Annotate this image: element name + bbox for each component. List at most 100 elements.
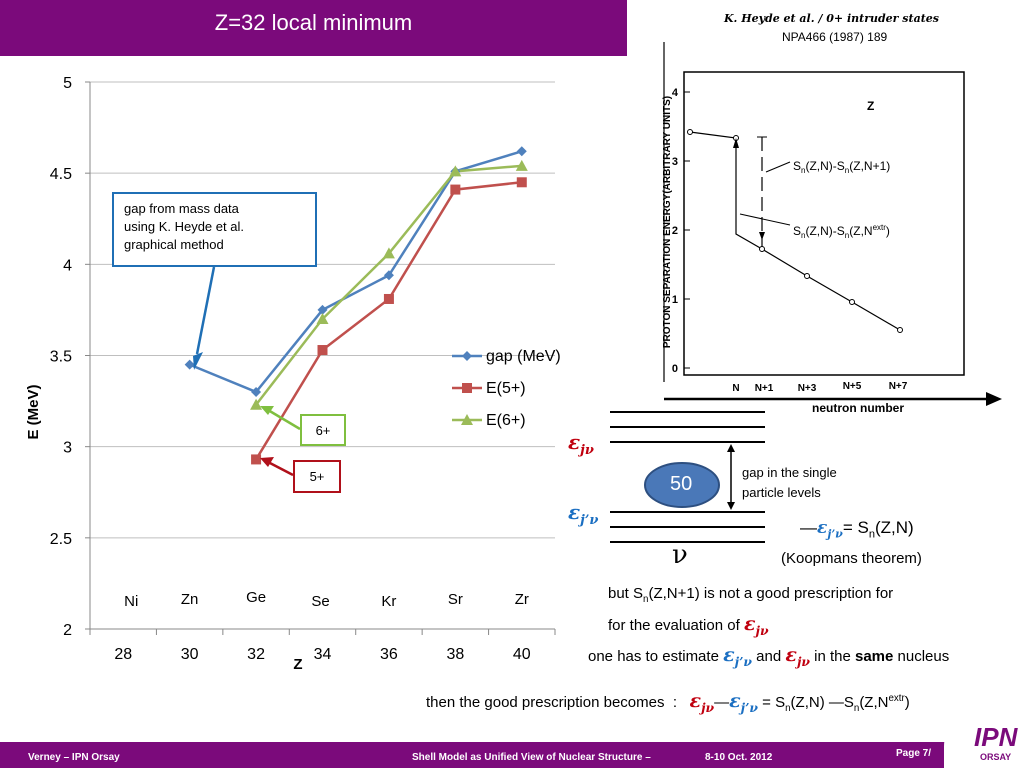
gap-text-line: gap in the single <box>742 465 837 480</box>
ref-ytick: 2 <box>672 225 678 237</box>
data-point <box>462 351 472 361</box>
x-tick-label: 36 <box>380 646 398 663</box>
series-line <box>189 150 523 394</box>
reference-journal: NPA466 (1987) 189 <box>782 30 888 44</box>
koopmans-text: (Koopmans theorem) <box>781 550 922 567</box>
reference-citation: K. Heyde et al. / 0+ intruder states <box>724 12 939 25</box>
footer-date: 8-10 Oct. 2012 <box>705 752 773 763</box>
data-point <box>317 304 328 315</box>
level-scheme <box>610 411 765 543</box>
data-point <box>516 177 527 188</box>
y-axis-label: E (MeV) <box>25 384 42 439</box>
ref-ytick: 0 <box>672 363 678 375</box>
arrow-6plus <box>267 408 301 431</box>
x-tick-label: 40 <box>513 646 531 663</box>
box-5plus: 5+ <box>293 460 341 493</box>
text-line-3: one has to estimate εj’ν and εjν in the … <box>588 644 950 669</box>
y-tick-label: 5 <box>63 75 72 92</box>
ref-label-1: Sn(Z,N)-Sn(Z,N+1) <box>793 159 890 175</box>
x-tick-label: 28 <box>114 646 132 663</box>
data-point <box>515 159 528 171</box>
y-tick-label: 4 <box>63 257 72 274</box>
y-tick-label: 2.5 <box>50 531 72 548</box>
nu-label: ν <box>672 540 688 570</box>
element-label: Se <box>311 593 329 610</box>
legend-label: E(5+) <box>486 380 526 397</box>
data-point <box>251 454 262 465</box>
title-bar <box>0 0 627 56</box>
ref-label-2: Sn(Z,N)-Sn(Z,Nextr) <box>793 223 890 240</box>
x-tick-label: 30 <box>181 646 199 663</box>
ref-ytick: 3 <box>672 156 678 168</box>
data-point <box>317 345 328 356</box>
ref-ytick: 4 <box>672 87 679 99</box>
data-point <box>383 270 394 281</box>
data-point <box>462 383 472 393</box>
gap-text-line: particle levels <box>742 485 821 500</box>
data-point <box>450 184 461 195</box>
magic-number-oval <box>644 462 720 508</box>
box-6plus: 6+ <box>300 414 346 446</box>
data-point <box>251 386 262 397</box>
x-tick-label: 34 <box>314 646 332 663</box>
footer-talk: Shell Model as Unified View of Nuclear S… <box>412 752 651 763</box>
epsilon-jpv-label: εj’ν <box>568 500 599 528</box>
text-line-2: for the evaluation of εjν <box>608 613 769 638</box>
gap-note-line: graphical method <box>124 237 224 252</box>
equation-1: —εj’ν= Sn(Z,N) <box>800 518 914 541</box>
text-line-4: then the good prescription becomes : εjν… <box>426 690 910 715</box>
logo-subtext: ORSAY <box>980 752 1012 762</box>
reference-figure: 0 1 2 3 4 PROTON SEPARATION ENERGY(ARBIT… <box>662 42 1002 415</box>
gap-arrow-head <box>193 352 203 370</box>
data-point <box>250 398 263 410</box>
ref-z-label: Z <box>867 99 874 113</box>
footer-author: Verney – IPN Orsay <box>28 752 120 763</box>
legend-label: E(6+) <box>486 412 526 429</box>
ref-xtick: N+1 <box>755 383 774 394</box>
ref-xtick: N <box>732 383 739 394</box>
x-tick-label: 38 <box>446 646 464 663</box>
magic-number: 50 <box>670 473 693 495</box>
energy-chart: 2 2.5 3 3.5 4 4.5 5 28 Ni 30 Zn 32 Ge 34 Se 36 Kr 38 Sr 40 Z… <box>25 75 561 673</box>
text-line-1: but Sn(Z,N+1) is not a good prescription… <box>608 585 894 605</box>
slide-title: Z=32 local minimum <box>214 10 413 35</box>
data-point <box>516 146 527 157</box>
y-tick-label: 4.5 <box>50 166 72 183</box>
element-label: Kr <box>381 593 396 610</box>
gap-single-particle: gap in the single particle levels <box>742 463 837 503</box>
y-tick-label: 2 <box>63 622 72 639</box>
element-label: Zr <box>515 591 529 608</box>
x-tick-label: 32 <box>247 646 265 663</box>
arrow-5plus-head <box>260 457 274 467</box>
gap-arrow <box>195 266 216 355</box>
x-axis-label: Z <box>293 656 302 673</box>
ref-x-axis-label: neutron number <box>812 401 904 415</box>
page-number: Page 7/ <box>896 748 932 759</box>
arrow-5plus <box>267 460 294 477</box>
y-tick-label: 3.5 <box>50 349 72 366</box>
data-point <box>184 359 195 370</box>
element-label: Ge <box>246 589 266 606</box>
ref-y-axis-label: PROTON SEPARATION ENERGY(ARBITRARY UNITS… <box>662 96 673 348</box>
footer-bar: Verney – IPN Orsay Shell Model as Unifie… <box>0 742 1024 768</box>
arrow-6plus-head <box>260 406 274 415</box>
gap-note-line: using K. Heyde et al. <box>124 219 244 234</box>
element-label: Ni <box>124 593 138 610</box>
data-point <box>382 247 395 259</box>
gap-annotation-box: gap from mass data using K. Heyde et al.… <box>112 192 317 267</box>
ipn-logo: IPN ORSAY <box>944 716 1024 768</box>
data-point <box>383 293 394 304</box>
ref-xtick: N+3 <box>798 383 817 394</box>
gap-note-line: gap from mass data <box>124 201 239 216</box>
element-label: Zn <box>181 591 199 608</box>
y-tick-label: 3 <box>63 440 72 457</box>
legend-label: gap (MeV) <box>486 348 561 365</box>
data-point <box>449 165 462 177</box>
element-label: Sr <box>448 591 463 608</box>
data-point <box>316 313 329 325</box>
ref-ytick: 1 <box>672 294 678 306</box>
epsilon-jv-label: εjν <box>568 430 594 458</box>
ref-xtick: N+7 <box>889 381 908 392</box>
ref-xtick: N+5 <box>843 381 862 392</box>
logo-text: IPN <box>974 722 1018 752</box>
